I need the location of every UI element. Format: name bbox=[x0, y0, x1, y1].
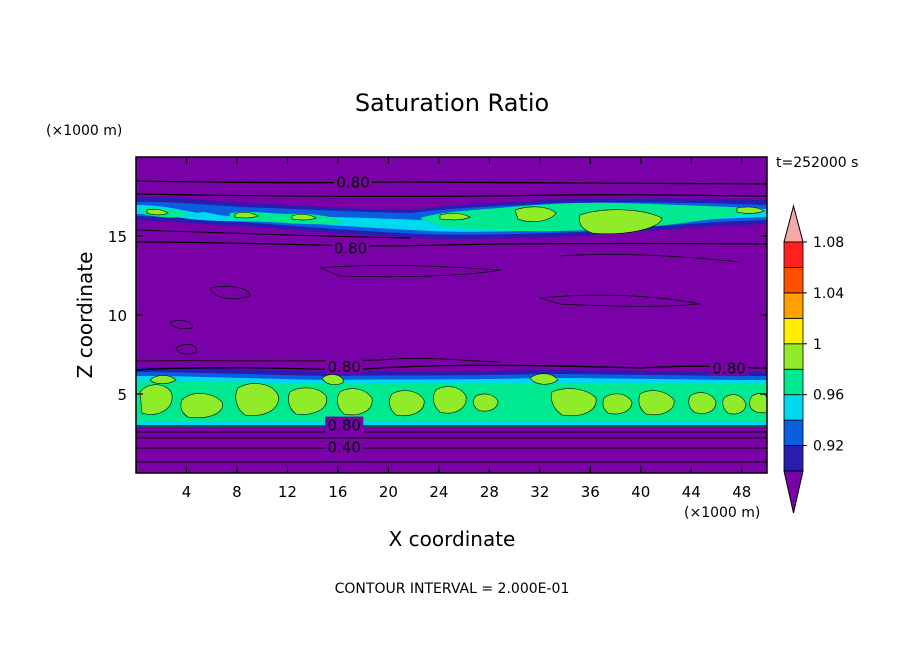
x-tick-label: 36 bbox=[581, 483, 600, 501]
contour-label-bg bbox=[325, 358, 364, 375]
x-tick-label: 44 bbox=[682, 483, 701, 501]
x-axis-label: X coordinate bbox=[389, 527, 516, 551]
y-tick-label: 10 bbox=[108, 307, 127, 325]
x-unit-label: (×1000 m) bbox=[684, 505, 760, 521]
colorbar-segment bbox=[783, 292, 804, 319]
colorbar-segment bbox=[783, 394, 804, 421]
colorbar-tick-label: 0.92 bbox=[813, 439, 844, 455]
colorbar: 0.92 0.96 1 1.04 1.08 bbox=[783, 204, 844, 514]
colorbar-segment bbox=[783, 241, 804, 268]
colorbar-segment bbox=[783, 267, 804, 294]
contour-label-bg bbox=[331, 239, 370, 256]
time-label: t=252000 s bbox=[776, 155, 858, 171]
x-tick-label: 24 bbox=[429, 483, 448, 501]
y-tick-label: 15 bbox=[108, 228, 127, 246]
contour-label-bg bbox=[325, 438, 364, 455]
x-tick-label: 20 bbox=[379, 483, 398, 501]
y-axis-label: Z coordinate bbox=[73, 252, 97, 379]
contour-label-bg bbox=[325, 416, 364, 433]
contour-label: 0.80 bbox=[328, 417, 361, 435]
x-tick-label: 32 bbox=[530, 483, 549, 501]
upper-saturated-layer bbox=[136, 196, 767, 239]
x-tick-label: 12 bbox=[278, 483, 297, 501]
x-tick-label: 4 bbox=[182, 483, 192, 501]
colorbar-segment bbox=[783, 445, 804, 472]
x-tick-label: 16 bbox=[328, 483, 347, 501]
colorbar-segment bbox=[783, 419, 804, 446]
contour-label: 0.40 bbox=[328, 439, 361, 457]
contour-interval-note: CONTOUR INTERVAL = 2.000E-01 bbox=[335, 581, 570, 597]
x-tick-label: 40 bbox=[631, 483, 650, 501]
contour-label: 0.80 bbox=[336, 173, 369, 191]
lower-saturated-layer bbox=[136, 367, 767, 427]
colorbar-min-arrow bbox=[783, 470, 804, 514]
contour-label-bg bbox=[710, 359, 749, 376]
colorbar-segment bbox=[783, 317, 804, 345]
x-tick-label: 48 bbox=[732, 483, 751, 501]
chart-title: Saturation Ratio bbox=[355, 89, 549, 117]
colorbar-tick-label: 1.08 bbox=[813, 235, 844, 251]
colorbar-tick-label: 1.04 bbox=[813, 286, 844, 302]
colorbar-segment bbox=[783, 343, 804, 370]
contour-lines bbox=[136, 180, 767, 463]
colorbar-max-arrow bbox=[783, 204, 804, 243]
colorbar-segment bbox=[783, 368, 804, 396]
contour-label: 0.80 bbox=[328, 358, 361, 376]
x-tick-label: 8 bbox=[232, 483, 242, 501]
contour-label: 0.80 bbox=[334, 240, 367, 258]
plot-area: 0.80 0.80 0.80 0.80 0.80 0.40 bbox=[136, 157, 767, 473]
contour-labels: 0.80 0.80 0.80 0.80 0.80 0.40 bbox=[325, 173, 749, 457]
colorbar-tick-label: 0.96 bbox=[813, 388, 844, 404]
y-unit-label: (×1000 m) bbox=[46, 123, 122, 139]
x-tick-label: 28 bbox=[480, 483, 499, 501]
contour-label: 0.80 bbox=[712, 360, 745, 378]
contour-label-bg bbox=[334, 173, 373, 190]
colorbar-tick-label: 1 bbox=[813, 337, 822, 353]
y-tick-label: 5 bbox=[117, 386, 127, 404]
